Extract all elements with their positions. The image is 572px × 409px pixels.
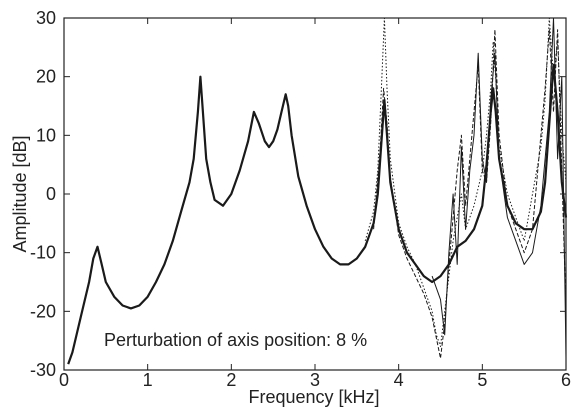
series-line-2: [364, 17, 567, 347]
x-tick-label: 4: [394, 370, 404, 390]
x-tick-label: 0: [59, 370, 69, 390]
y-tick-label: 30: [36, 8, 56, 28]
y-tick-label: 20: [36, 67, 56, 87]
series-line-3: [373, 29, 567, 359]
x-tick-label: 2: [226, 370, 236, 390]
axis-ticks: 0 1 2 3 4 5 6 -30 -20 -10 0 10 20 30: [30, 8, 571, 390]
x-tick-label: 1: [143, 370, 153, 390]
data-series-group: [67, 17, 568, 365]
y-tick-label: -30: [30, 360, 56, 380]
y-tick-label: -20: [30, 301, 56, 321]
y-tick-label: -10: [30, 243, 56, 263]
x-tick-label: 3: [310, 370, 320, 390]
annotation-text: Perturbation of axis position: 8 %: [104, 330, 367, 350]
x-tick-label: 6: [561, 370, 571, 390]
y-tick-label: 0: [46, 184, 56, 204]
y-tick-label: 10: [36, 125, 56, 145]
plot-frame: [63, 17, 567, 371]
y-axis-title: Amplitude [dB]: [10, 135, 30, 252]
x-tick-label: 5: [477, 370, 487, 390]
x-axis-title: Frequency [kHz]: [248, 387, 379, 407]
series-line-4: [431, 17, 567, 359]
